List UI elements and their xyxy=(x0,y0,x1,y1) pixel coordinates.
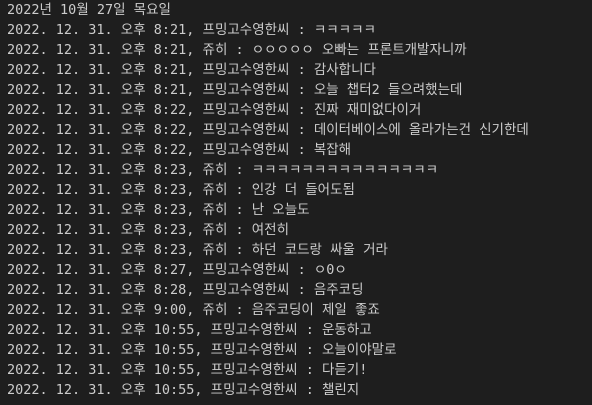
output-line: 2022. 12. 31. 오후 10:55, 프밍고수영한씨 : 챌린지 xyxy=(7,382,360,398)
output-line: 2022. 12. 31. 오후 8:23, 쥬히 : 하던 코드랑 싸울 거라 xyxy=(7,242,388,258)
output-line: 2022. 12. 31. 오후 8:21, 프밍고수영한씨 : ㅋㅋㅋㅋㅋ xyxy=(7,22,376,38)
output-line: 2022. 12. 31. 오후 8:23, 쥬히 : 난 오늘도 xyxy=(7,202,310,218)
output-line: 2022. 12. 31. 오후 8:22, 프밍고수영한씨 : 진짜 재미없다… xyxy=(7,102,422,118)
output-line: 2022. 12. 31. 오후 8:21, 쥬히 : ㅇㅇㅇㅇㅇ 오빠는 프론… xyxy=(7,42,467,58)
output-line: 2022. 12. 31. 오후 8:27, 프밍고수영한씨 : ㅇ0ㅇ xyxy=(7,262,347,278)
output-line: 2022. 12. 31. 오후 8:28, 프밍고수영한씨 : 음주코딩 xyxy=(7,282,364,298)
output-line: 2022. 12. 31. 오후 10:55, 프밍고수영한씨 : 오늘이야말로 xyxy=(7,342,397,358)
output-line: 2022. 12. 31. 오후 9:00, 쥬히 : 음주코딩이 제일 좋죠 xyxy=(7,302,380,318)
output-line: 2022. 12. 31. 오후 8:21, 프밍고수영한씨 : 오늘 챕터2 … xyxy=(7,82,463,98)
output-line: 2022. 12. 31. 오후 8:23, 쥬히 : 여전히 xyxy=(7,222,290,238)
output-line: 2022. 12. 31. 오후 10:55, 프밍고수영한씨 : 운동하고 xyxy=(7,322,372,338)
output-line: 2022. 12. 31. 오후 8:23, 쥬히 : 인강 더 들어도됨 xyxy=(7,182,355,198)
output-line: 2022. 12. 31. 오후 8:21, 프밍고수영한씨 : 감사합니다 xyxy=(7,62,376,78)
output-line: 2022. 12. 31. 오후 10:55, 프밍고수영한씨 : 다듣기! xyxy=(7,362,368,378)
output-line: 2022. 12. 31. 오후 8:22, 프밍고수영한씨 : 복잡해 xyxy=(7,142,352,158)
output-line: 2022. 12. 31. 오후 8:23, 쥬히 : ㅋㅋㅋㅋㅋㅋㅋㅋㅋㅋㅋㅋ… xyxy=(7,162,439,178)
output-line: 2022년 10월 27일 목요일 xyxy=(7,2,171,18)
output-line: 2022. 12. 31. 오후 8:22, 프밍고수영한씨 : 데이터베이스에… xyxy=(7,122,529,138)
